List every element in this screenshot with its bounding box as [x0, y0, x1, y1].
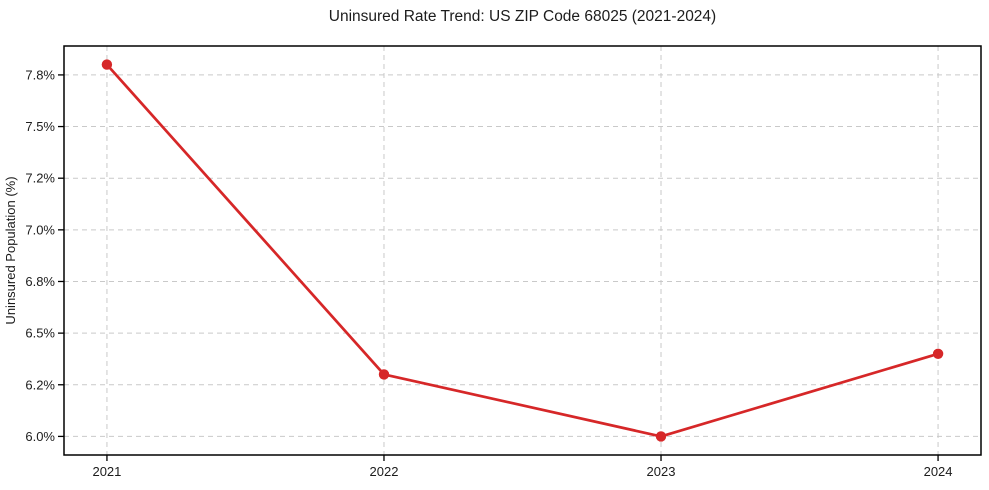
- data-point-2024: [932, 348, 944, 359]
- y-tick-label: 7.2%: [25, 171, 55, 186]
- data-point-2021: [101, 59, 113, 70]
- y-tick-label: 6.0%: [25, 429, 55, 444]
- trend-line-uninsured-rate: [105, 63, 940, 438]
- grid-lines: [64, 46, 981, 455]
- y-axis-label: Uninsured Population (%): [3, 176, 18, 324]
- y-tick-label: 6.5%: [25, 326, 55, 341]
- y-tick-label: 6.2%: [25, 377, 55, 392]
- y-tick-label: 7.5%: [25, 119, 55, 134]
- axis-ticks: [58, 74, 939, 461]
- chart-title: Uninsured Rate Trend: US ZIP Code 68025 …: [329, 8, 716, 25]
- y-tick-label: 7.8%: [25, 67, 55, 82]
- data-point-2022: [378, 369, 390, 380]
- x-tick-label: 2022: [370, 464, 399, 479]
- x-tick-label: 2024: [924, 464, 953, 479]
- plot-area-border: [63, 45, 982, 456]
- axis-tick-labels: 6.0% 6.2% 6.5% 6.8% 7.0% 7.2% 7.5% 7.8% 2021 2022…: [25, 67, 952, 479]
- x-tick-label: 2021: [92, 464, 121, 479]
- y-tick-label: 7.0%: [25, 222, 55, 237]
- data-point-2023: [655, 431, 667, 442]
- data-series: [101, 59, 944, 442]
- y-tick-label: 6.8%: [25, 274, 55, 289]
- x-tick-label: 2023: [647, 464, 676, 479]
